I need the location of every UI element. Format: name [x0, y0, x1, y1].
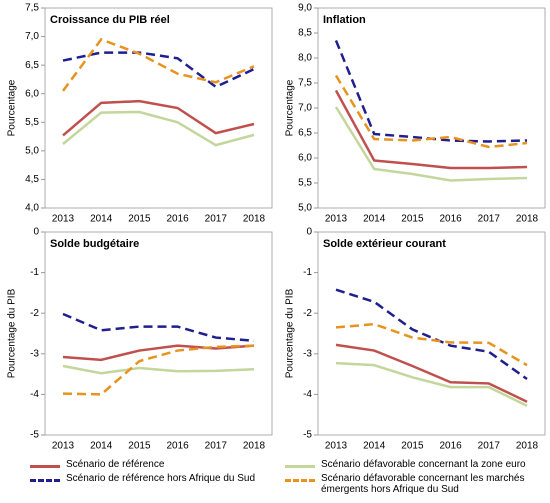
x-tick-label: 2016	[439, 214, 462, 225]
x-tick-label: 2013	[325, 214, 348, 225]
y-tick-label: 5,0	[25, 145, 39, 156]
series-line	[335, 322, 528, 367]
legend-item: Scénario de référence	[30, 459, 260, 470]
series-line	[61, 37, 255, 92]
legend-swatch	[285, 465, 315, 468]
legend-label: Scénario de référence	[66, 459, 165, 470]
x-tick-label: 2013	[52, 441, 75, 452]
series-line	[62, 344, 255, 396]
x-tick-label: 2018	[516, 214, 539, 225]
legend-item: Scénario de référence hors Afrique du Su…	[30, 473, 260, 484]
y-tick-label: 7,0	[25, 31, 39, 42]
x-tick-label: 2014	[363, 441, 386, 452]
y-tick-label: 0	[306, 227, 312, 238]
y-tick-label: 5,5	[25, 117, 39, 128]
y-tick-label: 6,5	[298, 128, 312, 139]
series-line	[62, 51, 255, 89]
series-line	[62, 312, 255, 343]
y-tick-label: 8,5	[298, 28, 312, 39]
series-line	[62, 99, 255, 137]
series-line	[334, 106, 528, 182]
series-line	[334, 89, 528, 170]
x-tick-label: 2016	[166, 441, 189, 452]
y-tick-label: -3	[303, 348, 312, 359]
series-line	[334, 40, 528, 143]
x-tick-label: 2018	[516, 441, 539, 452]
y-tick-label: 6,0	[25, 88, 39, 99]
y-tick-label: -2	[30, 308, 39, 319]
y-tick-label: 4,5	[25, 174, 39, 185]
y-tick-label: 5,5	[298, 178, 312, 189]
series-line	[335, 288, 528, 380]
y-tick-label: -1	[30, 267, 39, 278]
y-tick-label: -2	[303, 308, 312, 319]
y-tick-label: -5	[30, 430, 39, 441]
y-tick-label: 8,0	[298, 53, 312, 64]
y-tick-label: 0	[33, 227, 39, 238]
plot-frame	[44, 231, 273, 436]
chart-title: Solde budgétaire	[50, 238, 139, 250]
y-tick-label: 6,0	[298, 153, 312, 164]
x-tick-label: 2014	[363, 214, 386, 225]
x-tick-label: 2015	[401, 214, 424, 225]
x-tick-label: 2013	[325, 441, 348, 452]
x-tick-label: 2017	[478, 214, 501, 225]
series-line	[335, 361, 528, 407]
chart-title: Inflation	[323, 14, 366, 26]
y-tick-label: -1	[303, 267, 312, 278]
legend: Scénario de référence Scénario de référen…	[0, 455, 550, 503]
legend-label: Scénario défavorable concernant les marc…	[321, 473, 525, 495]
series-line	[62, 110, 255, 147]
legend-swatch	[30, 465, 60, 468]
x-tick-label: 2017	[205, 214, 228, 225]
y-tick-label: 7,5	[25, 3, 39, 14]
y-tick-label: 7,5	[298, 78, 312, 89]
x-tick-label: 2015	[401, 441, 424, 452]
y-tick-label: 6,5	[25, 60, 39, 71]
y-axis-label: Pourcentage du PIB	[7, 288, 18, 378]
y-tick-label: 4,0	[25, 203, 39, 214]
x-tick-label: 2016	[439, 441, 462, 452]
series-line	[334, 74, 528, 149]
plot-frame	[317, 231, 546, 436]
y-axis-label: Pourcentage	[285, 79, 296, 136]
x-tick-label: 2013	[52, 214, 75, 225]
x-tick-label: 2014	[90, 441, 113, 452]
chart-title: Croissance du PIB réel	[50, 14, 170, 26]
series-line	[335, 343, 528, 403]
legend-label: Scénario de référence hors Afrique du Su…	[66, 473, 256, 484]
x-tick-label: 2018	[243, 214, 266, 225]
x-tick-label: 2017	[205, 441, 228, 452]
legend-label: Scénario défavorable concernant la zone …	[321, 459, 526, 470]
series-line	[62, 364, 255, 375]
legend-item: Scénario défavorable concernant la zone …	[285, 459, 545, 470]
x-tick-label: 2015	[128, 441, 151, 452]
legend-swatch	[285, 479, 315, 482]
y-tick-label: 9,0	[298, 3, 312, 14]
charts: 4,0 4,5 5,0 5,5 6,0 6,5 7,0 7,5 2013 2014 2015 2016…	[7, 3, 546, 452]
x-tick-label: 2017	[478, 441, 501, 452]
x-tick-label: 2015	[128, 214, 151, 225]
x-tick-label: 2018	[243, 441, 266, 452]
y-axis-label: Pourcentage du PIB	[285, 288, 296, 378]
series-line	[62, 344, 255, 362]
y-tick-label: -3	[30, 348, 39, 359]
chart-title: Solde extérieur courant	[323, 238, 446, 250]
legend-swatch	[30, 479, 60, 482]
x-tick-label: 2014	[90, 214, 113, 225]
plot-frame	[44, 7, 273, 209]
y-tick-label: -4	[303, 389, 312, 400]
legend-item: Scénario défavorable concernant les marc…	[285, 473, 545, 495]
y-tick-label: -5	[303, 430, 312, 441]
y-tick-label: -4	[30, 389, 39, 400]
y-axis-label: Pourcentage	[7, 79, 18, 136]
y-tick-label: 5,0	[298, 203, 312, 214]
y-tick-label: 7,0	[298, 103, 312, 114]
x-tick-label: 2016	[166, 214, 189, 225]
